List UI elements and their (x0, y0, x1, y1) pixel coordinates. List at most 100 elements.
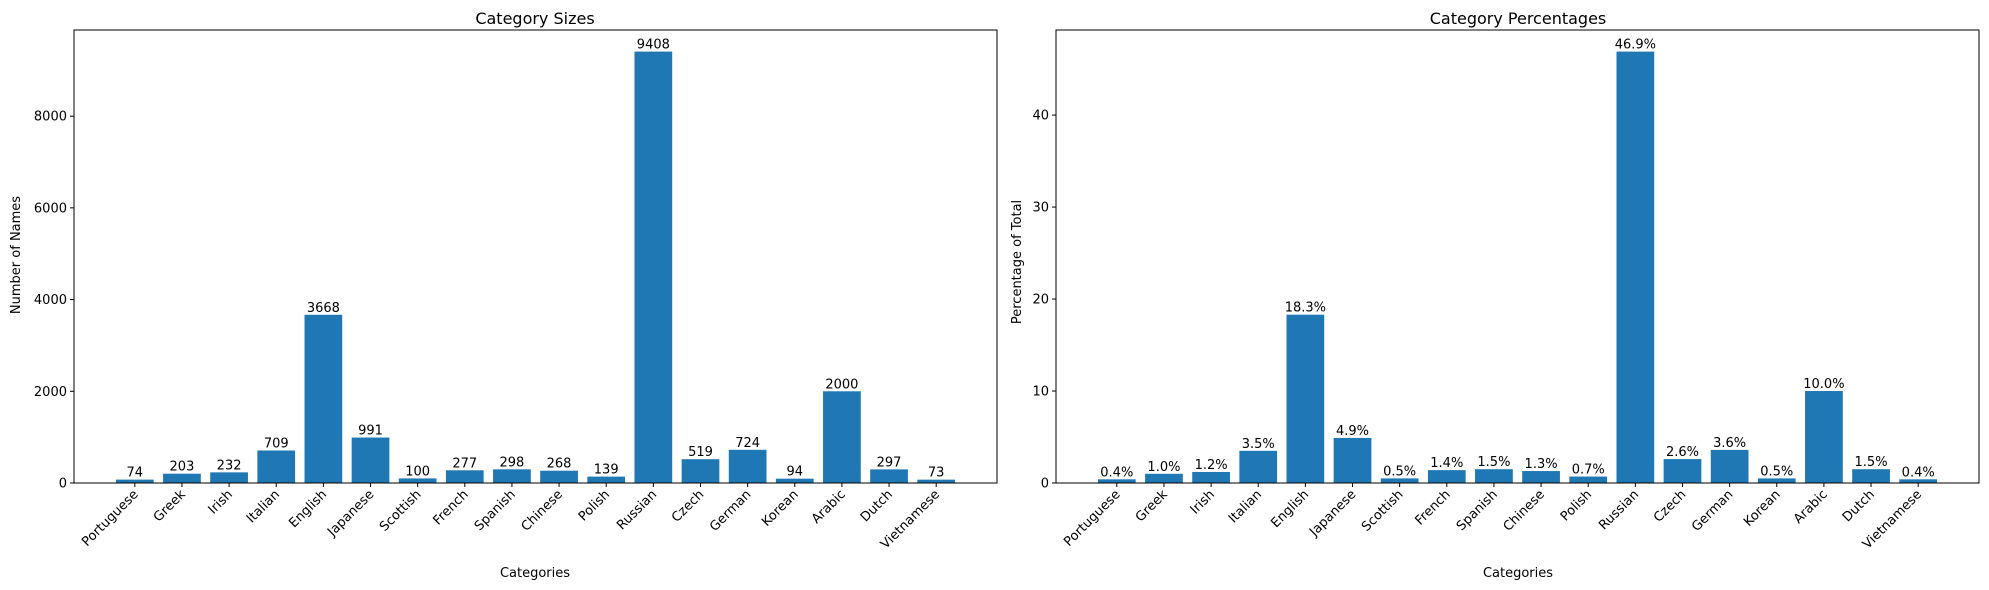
bar-french (1427, 470, 1466, 483)
plot-frame (73, 29, 998, 484)
x-tick-label: English (1268, 487, 1312, 531)
bar-spanish (1475, 469, 1513, 483)
x-tick-label: Irish (206, 487, 236, 517)
data-label: 709 (264, 436, 289, 451)
bar-polish (1569, 476, 1608, 483)
bar-arabic (823, 391, 861, 483)
bar-dutch (870, 469, 908, 483)
x-tick-label: French (1412, 487, 1453, 528)
y-tick-label: 30 (1032, 201, 1049, 216)
data-label: 232 (217, 458, 242, 473)
data-label: 1.5% (1855, 455, 1888, 470)
bar-irish (210, 472, 248, 483)
bar-czech (681, 459, 720, 483)
data-label: 0.4% (1100, 465, 1133, 480)
x-tick-label: Italian (244, 487, 283, 526)
x-tick-label: Spanish (472, 487, 519, 534)
data-label: 74 (127, 466, 144, 481)
bar-russian (634, 51, 673, 483)
x-tick-label: Czech (1651, 487, 1689, 525)
x-tick-label: Portuguese (79, 487, 141, 549)
y-tick-label: 8000 (34, 110, 67, 125)
x-tick-label: Italian (1226, 487, 1265, 526)
x-tick-label: Irish (1188, 487, 1218, 517)
y-tick-label: 4000 (34, 293, 67, 308)
bar-spanish (493, 469, 531, 483)
data-label: 1.4% (1430, 456, 1463, 471)
bar-german (1710, 449, 1749, 483)
bar-irish (1192, 471, 1230, 483)
y-tick-label: 10 (1032, 385, 1049, 400)
bar-korean (1757, 478, 1796, 483)
plot-frame (1055, 29, 1980, 484)
data-label: 9408 (637, 38, 670, 53)
data-label: 0.5% (1383, 464, 1416, 479)
data-label: 18.3% (1285, 301, 1326, 316)
data-label: 0.4% (1902, 465, 1935, 480)
data-label: 724 (735, 436, 760, 451)
data-label: 46.9% (1615, 38, 1656, 53)
bar-english (304, 314, 343, 483)
x-tick-label: Scottish (377, 487, 424, 534)
x-tick-label: Czech (669, 487, 707, 525)
bar-polish (587, 476, 626, 483)
data-label: 277 (452, 456, 477, 471)
bar-scottish (1380, 478, 1419, 483)
y-tick-label: 6000 (34, 201, 67, 216)
bar-italian (257, 450, 296, 483)
plot-area-percentages: 0.4% Portuguese 1.0% Greek 1.2% Irish 3.5% Ital… (1032, 29, 1980, 552)
bar-portuguese (115, 479, 154, 483)
data-label: 268 (547, 457, 572, 472)
bar-chinese (540, 470, 578, 483)
x-tick-label: Korean (759, 487, 801, 529)
bar-czech (1663, 459, 1702, 483)
data-label: 0.5% (1760, 464, 1793, 479)
bar-japanese (351, 437, 390, 483)
chart-title-sizes: Category Sizes (475, 9, 594, 28)
y-tick-label: 40 (1032, 109, 1049, 124)
bar-greek (163, 473, 201, 483)
data-label: 1.5% (1477, 455, 1510, 470)
bar-german (728, 449, 767, 483)
bar-greek (1145, 473, 1183, 483)
bar-japanese (1333, 437, 1372, 483)
data-label: 73 (928, 466, 945, 481)
data-label: 0.7% (1572, 463, 1605, 478)
y-axis-label-percentages: Percentage of Total (1010, 200, 1025, 324)
x-tick-label: English (286, 487, 330, 531)
bar-russian (1616, 51, 1655, 483)
data-label: 4.9% (1336, 424, 1369, 439)
bar-italian (1239, 450, 1278, 483)
x-tick-label: French (430, 487, 471, 528)
bar-chinese (1522, 471, 1560, 483)
bar-arabic (1805, 391, 1843, 483)
x-tick-label: Greek (151, 487, 189, 525)
bar-english (1286, 314, 1325, 483)
data-label: 298 (500, 455, 525, 470)
x-tick-label: Polish (576, 487, 613, 524)
x-tick-label: Korean (1741, 487, 1783, 529)
data-label: 991 (358, 424, 383, 439)
x-tick-label: Arabic (809, 487, 849, 527)
data-label: 1.2% (1195, 458, 1228, 473)
data-label: 2000 (825, 377, 858, 392)
bar-korean (775, 478, 814, 483)
chart-panel-sizes: Category Sizes Number of Names Categorie… (9, 9, 998, 581)
data-label: 100 (405, 464, 430, 479)
chart-panel-percentages: Category Percentages Percentage of Total… (1010, 9, 1980, 581)
x-tick-label: Chinese (1501, 487, 1548, 534)
data-label: 2.6% (1666, 445, 1699, 460)
x-tick-label: Scottish (1359, 487, 1406, 534)
bar-dutch (1852, 469, 1890, 483)
data-label: 297 (877, 455, 902, 470)
x-axis-label-sizes: Categories (500, 566, 570, 581)
x-tick-label: Polish (1558, 487, 1595, 524)
x-tick-label: Spanish (1454, 487, 1501, 534)
data-label: 94 (786, 465, 803, 480)
bar-scottish (398, 478, 437, 483)
y-tick-label: 2000 (34, 385, 67, 400)
x-axis-label-percentages: Categories (1483, 566, 1553, 581)
data-label: 1.0% (1147, 460, 1180, 475)
x-tick-label: Japanese (1306, 487, 1359, 540)
